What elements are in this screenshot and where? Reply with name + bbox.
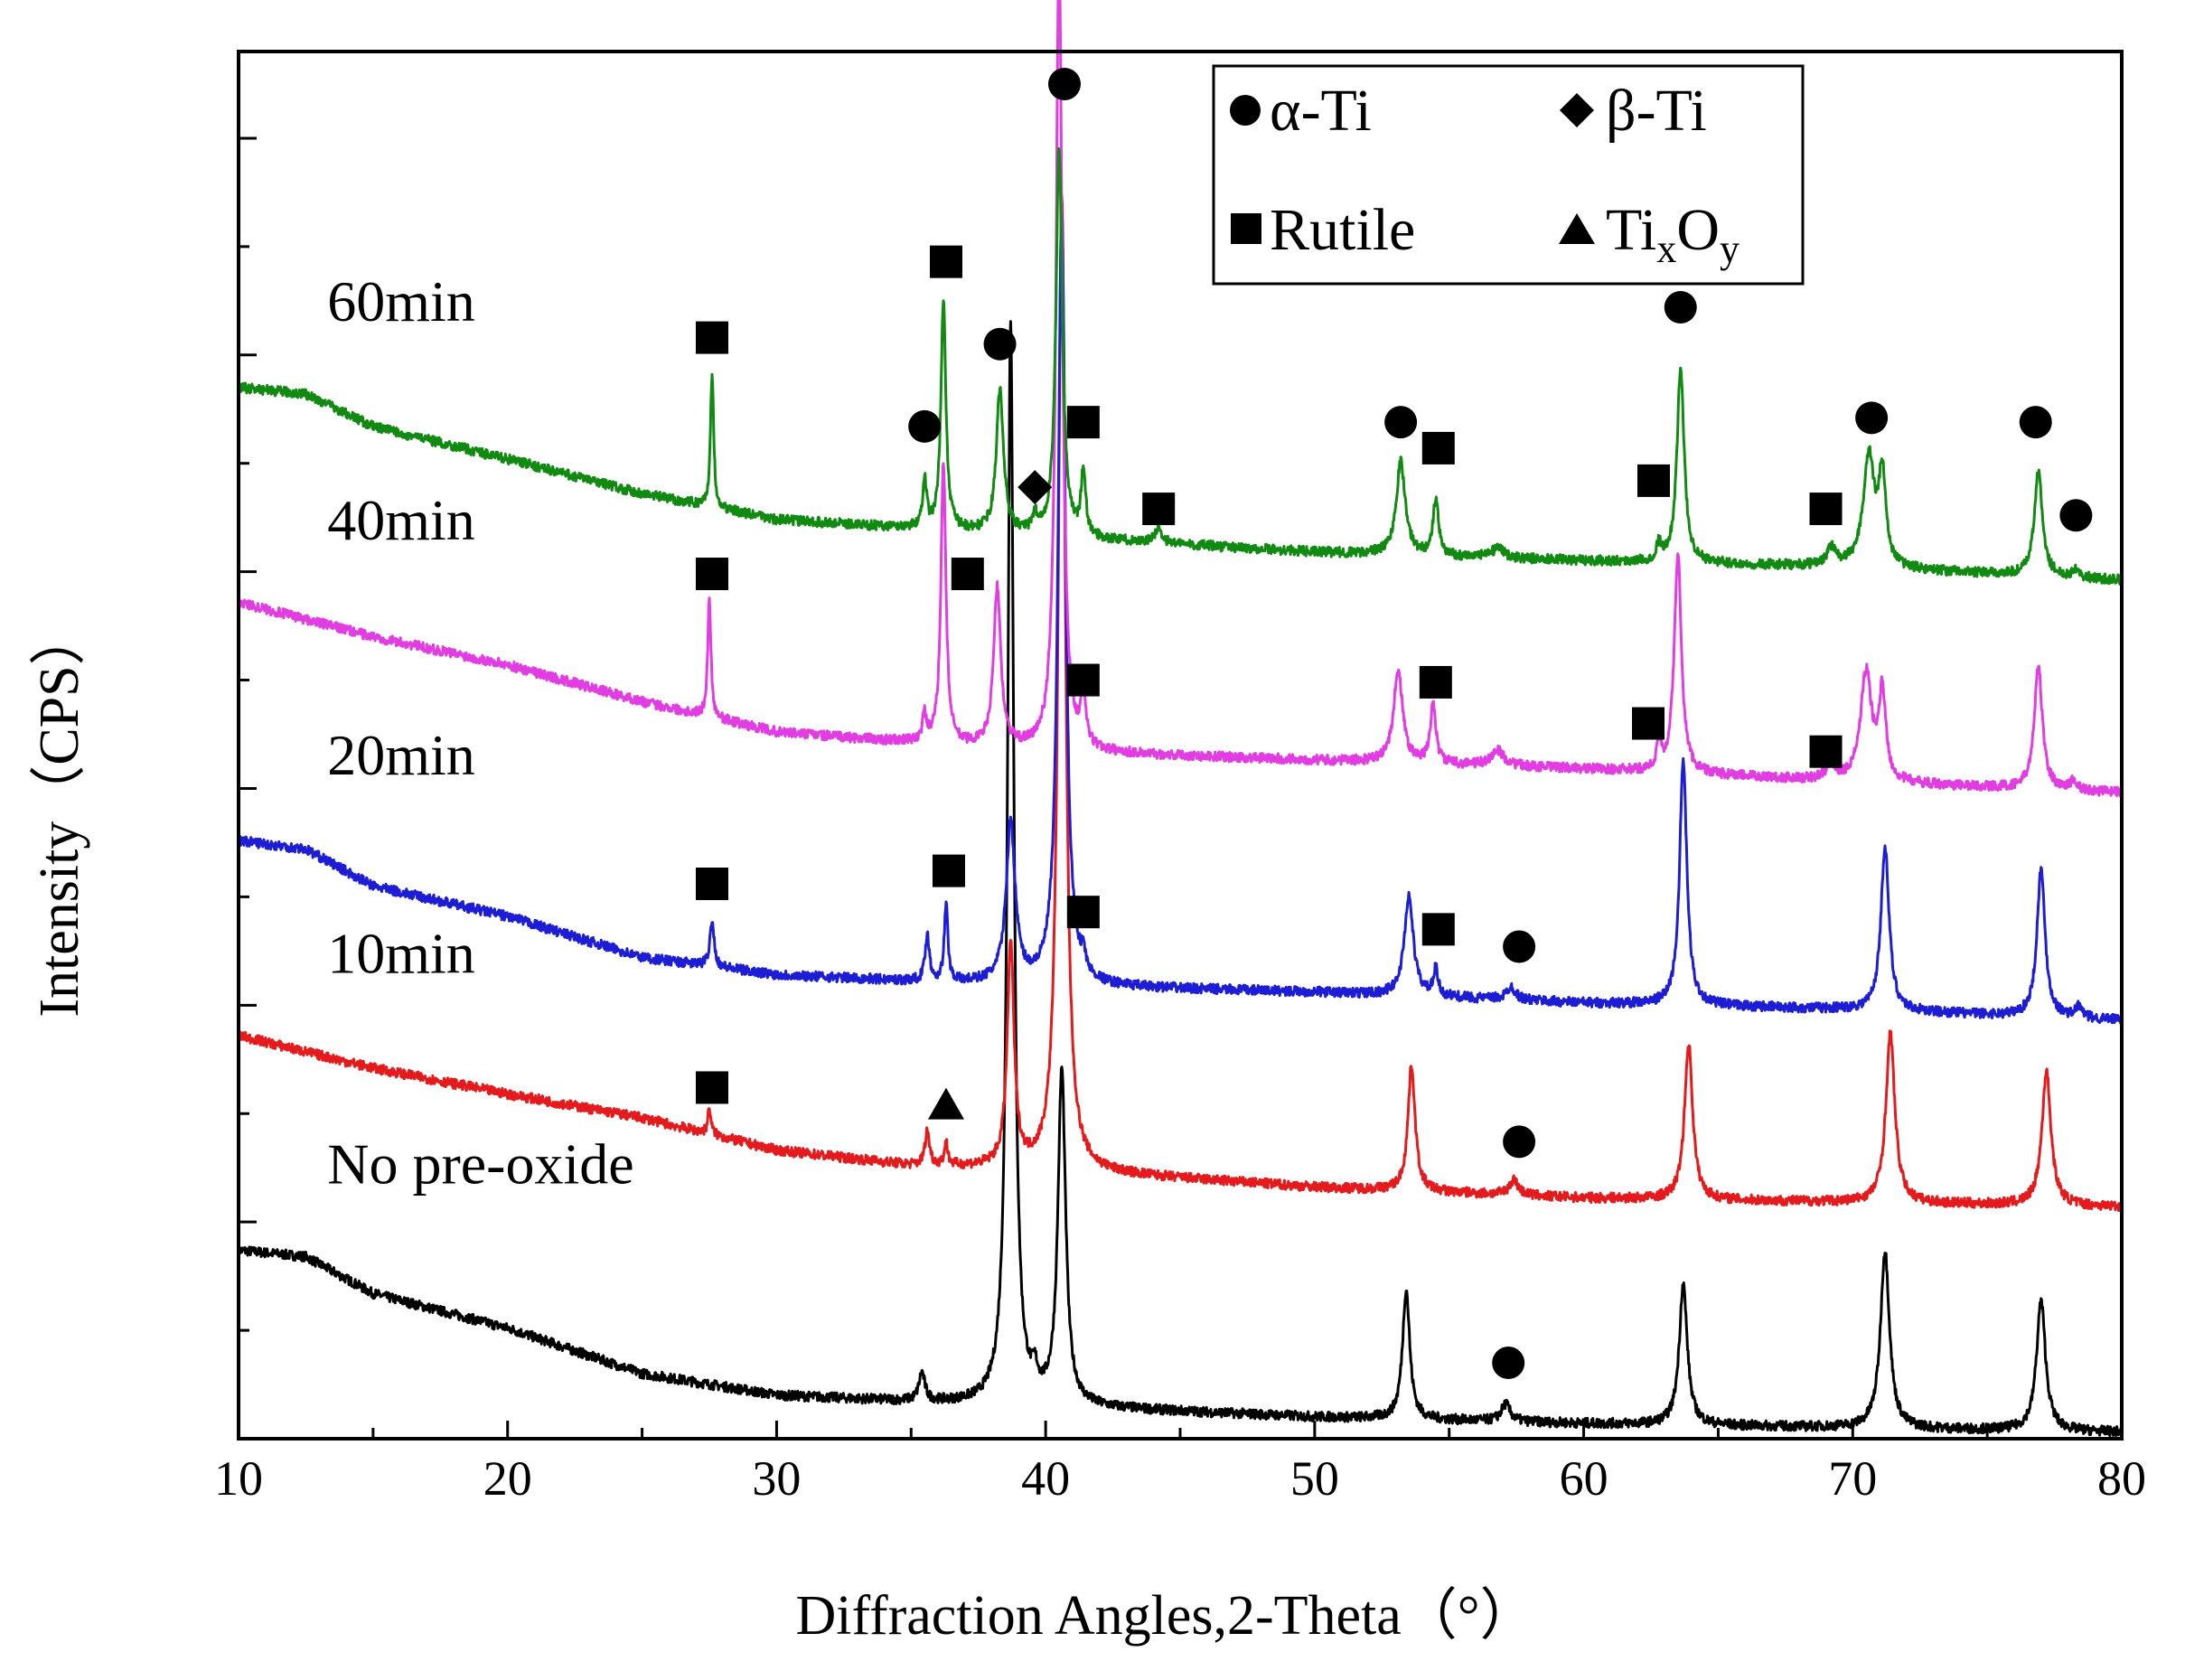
legend-tixoy-marker [1559,213,1595,244]
x-tick-label: 70 [1828,1451,1877,1506]
alpha-ti-marker [908,409,942,443]
series-label-no-pre-oxide: No pre-oxide [327,1131,633,1196]
x-tick-label: 80 [2097,1451,2146,1506]
legend-rutile-marker [1231,213,1261,244]
legend-box [1212,64,1805,286]
legend-alpha-ti-label: α-Ti [1270,78,1372,144]
rutile-marker [1066,406,1100,439]
legend-beta-ti-marker [1560,93,1594,127]
rutile-marker [695,321,728,354]
alpha-ti-marker [983,327,1017,361]
series-line-20min [237,205,2124,1025]
rutile-marker [1066,896,1100,929]
rutile-marker [1421,913,1455,946]
alpha-ti-marker [2059,499,2093,532]
rutile-marker [1142,493,1176,526]
legend-tixoy-label: TixOy [1606,197,1740,271]
rutile-marker [929,245,962,278]
beta-ti-marker [1017,470,1053,505]
rutile-marker [1809,735,1843,768]
alpha-ti-marker [1503,1125,1536,1159]
series-label-60min: 60min [327,269,475,333]
x-tick-label: 60 [1560,1451,1608,1506]
x-tick-label: 20 [483,1451,532,1506]
marker-layer [695,67,2093,1380]
series-label-20min: 20min [327,723,475,787]
alpha-ti-marker [1047,67,1081,100]
series-labels: No pre-oxide 10min 20min 40min 60min [327,269,633,1197]
x-axis: 10 20 30 40 50 60 70 80 [214,1421,2146,1506]
alpha-ti-marker [1664,291,1697,324]
legend-beta-ti-label: β-Ti [1606,78,1707,144]
rutile-marker [695,868,728,900]
legend-alpha-ti-marker [1230,95,1261,126]
y-axis-title: Intensity（CPS） [29,609,90,1017]
series-line-60min [237,146,2124,587]
series-label-10min: 10min [327,921,475,985]
series-line-no-pre-oxide [237,320,2124,1438]
rutile-marker [1066,663,1100,697]
rutile-marker [1421,431,1455,465]
legend-tixoy-sub-y: y [1720,227,1740,271]
rutile-marker [1809,493,1843,526]
x-axis-title: Diffraction Angles,2-Theta（°） [795,1585,1535,1647]
tixoy-marker [927,1087,964,1120]
legend-rutile-label: Rutile [1270,197,1415,263]
series-line-10min [237,194,2124,1213]
x-tick-label: 40 [1021,1451,1070,1506]
rutile-marker [1419,665,1452,699]
x-tick-label: 50 [1290,1451,1339,1506]
rutile-marker [695,1071,728,1104]
rutile-marker [1636,464,1670,497]
x-tick-label: 10 [214,1451,263,1506]
alpha-ti-marker [1855,401,1889,435]
alpha-ti-marker [1503,930,1536,963]
rutile-marker [1632,707,1665,740]
legend-tixoy-o: O [1676,197,1720,263]
y-axis [239,136,257,1332]
legend: α-Ti β-Ti Rutile TixOy [1212,64,1805,286]
rutile-marker [932,854,965,887]
rutile-marker [951,558,984,591]
alpha-ti-marker [1384,406,1418,439]
rutile-marker [695,558,728,591]
legend-tixoy-sub-x: x [1656,227,1676,271]
series-label-40min: 40min [327,488,475,552]
alpha-ti-marker [1492,1347,1525,1380]
legend-tixoy-ti: Ti [1606,197,1656,263]
x-tick-label: 30 [752,1451,801,1506]
series-layer [237,0,2124,1438]
alpha-ti-marker [2019,406,2052,439]
series-line-40min [237,0,2124,798]
